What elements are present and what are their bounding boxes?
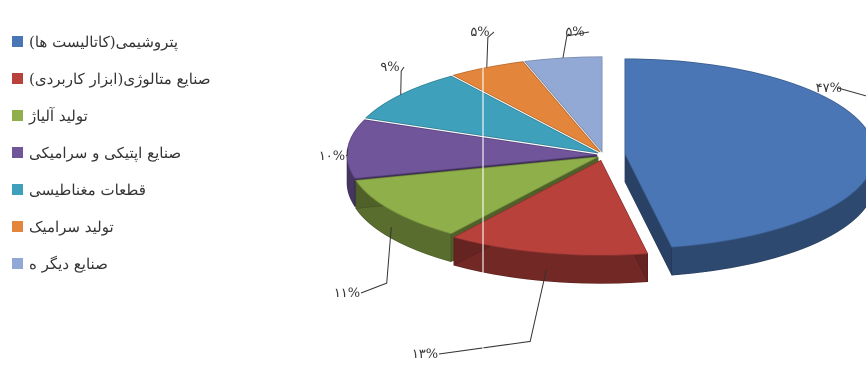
legend-swatch [12,110,23,121]
leader-line [837,87,866,97]
legend-label: تولید سرامیک [29,217,114,236]
legend-swatch [12,36,23,47]
leader-line [438,269,547,355]
legend-item: صنایع متالوژی(ابزار کاربردی) [8,65,273,92]
pie-slice [364,75,599,154]
data-label: ۱۱% [334,286,360,301]
legend-swatch [12,147,23,158]
data-label: ۵% [565,25,584,40]
leader-line [400,66,405,95]
pie-slice [524,56,603,153]
pie-slice [346,119,598,179]
pie-slice [355,156,599,235]
legend-swatch [12,184,23,195]
data-labels: ۴۷% ۱۳% ۱۱% ۱۰% ۹% ۵% ۵% [319,25,842,362]
legend-label: صنایع اپتیکی و سرامیکی [29,143,182,162]
leader-line [486,31,495,68]
legend-swatch [12,221,23,232]
legend-label: قطعات مغناطیسی [29,180,146,199]
pie-slices [346,56,866,284]
legend-label: پتروشیمی(کاتالیست ها) [29,32,179,51]
legend-item: پتروشیمی(کاتالیست ها) [8,28,273,55]
label-leader-lines [345,31,866,355]
legend-swatch [12,73,23,84]
legend-item: قطعات مغناطیسی [8,176,273,203]
legend-label: صنایع دیگر ه [29,254,108,273]
leader-line [345,148,349,157]
data-label: ۱۰% [319,149,345,164]
leader-line [360,227,392,294]
legend-item: صنایع اپتیکی و سرامیکی [8,139,273,166]
pie-slice [452,61,601,153]
pie-slice [624,58,866,248]
pie-slice [452,159,649,256]
legend-item: تولید آلیاژ [8,102,273,129]
data-label: ۴۷% [816,81,842,96]
data-label: ۱۳% [412,347,438,362]
chart-legend: پتروشیمی(کاتالیست ها) صنایع متالوژی(ابزار… [8,28,273,287]
legend-swatch [12,258,23,269]
legend-label: تولید آلیاژ [29,106,88,125]
legend-label: صنایع متالوژی(ابزار کاربردی) [29,69,211,88]
legend-item: صنایع دیگر ه [8,250,273,277]
leader-line [562,31,590,58]
data-label: ۹% [380,60,399,75]
data-label: ۵% [470,25,489,40]
legend-item: تولید سرامیک [8,213,273,240]
